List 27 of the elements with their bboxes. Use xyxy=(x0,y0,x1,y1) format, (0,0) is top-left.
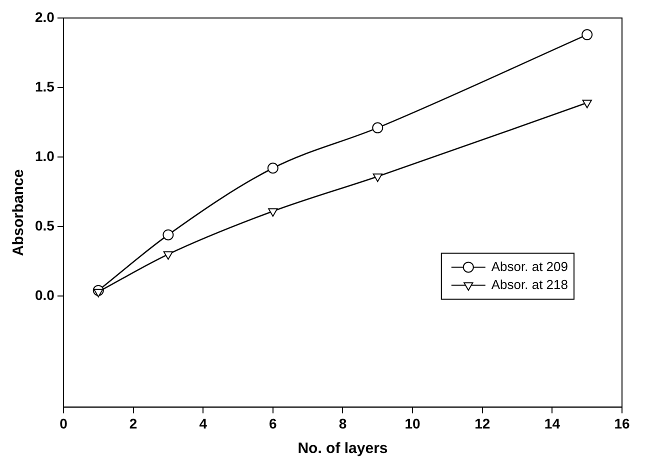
point xyxy=(372,173,382,182)
y-axis-title: Absorbance xyxy=(10,169,28,256)
point xyxy=(582,100,592,108)
point xyxy=(268,208,278,217)
legend-label: Absor. at 218 xyxy=(491,276,568,292)
point xyxy=(267,162,278,174)
x-tick-label: 6 xyxy=(269,415,278,432)
x-tick-label: 14 xyxy=(544,415,560,432)
point xyxy=(372,122,384,134)
x-tick-label: 2 xyxy=(129,415,138,432)
point xyxy=(163,251,174,260)
y-tick-label: 2.0 xyxy=(34,8,55,25)
x-tick-label: 4 xyxy=(199,415,208,432)
y-tick-label: 0.5 xyxy=(34,217,55,234)
y-tick-label: 1.5 xyxy=(34,78,55,94)
y-tick-label: 0.0 xyxy=(34,286,55,303)
y-tick-label: 1.0 xyxy=(34,148,55,164)
x-tick-label: 0 xyxy=(60,415,68,432)
x-tick-label: 12 xyxy=(474,415,490,432)
point xyxy=(94,288,104,298)
point xyxy=(582,29,593,40)
point xyxy=(162,229,174,240)
x-tick-label: 16 xyxy=(614,415,630,432)
x-tick-label: 8 xyxy=(338,415,347,432)
x-axis-title: No. of layers xyxy=(298,440,388,458)
x-tick-label: 10 xyxy=(404,415,421,432)
legend-label: Absor. at 209 xyxy=(491,258,568,274)
